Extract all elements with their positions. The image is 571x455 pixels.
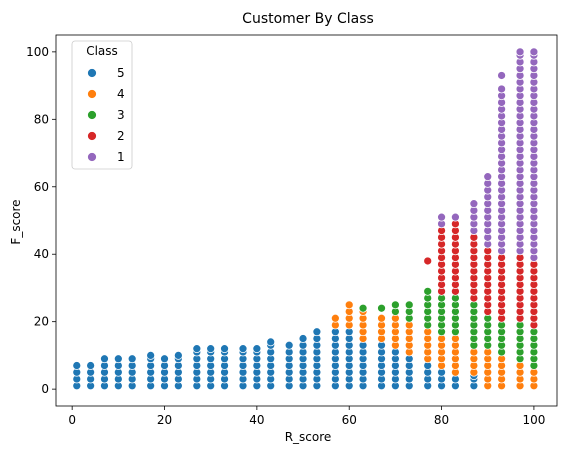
y-axis-label: F_score xyxy=(9,199,23,244)
plot-area xyxy=(55,34,558,407)
x-axis: 0 20 40 60 80 100 xyxy=(68,406,545,427)
data-point xyxy=(330,313,340,323)
plot-border xyxy=(55,34,558,407)
y-tick-label: 60 xyxy=(34,180,49,194)
data-point xyxy=(377,303,386,313)
legend-label: 5 xyxy=(117,66,125,80)
series-5 xyxy=(72,327,479,391)
x-axis-label: R_score xyxy=(285,430,332,444)
y-tick-label: 40 xyxy=(34,247,49,261)
data-point xyxy=(529,47,539,57)
data-point xyxy=(238,344,248,354)
legend-entries: 5 4 3 2 1 xyxy=(87,66,125,164)
data-point xyxy=(377,313,386,323)
data-point xyxy=(160,354,169,364)
data-point xyxy=(113,354,123,364)
data-point xyxy=(192,344,202,354)
legend-box xyxy=(71,40,133,170)
data-point xyxy=(344,300,354,310)
y-tick-label: 0 xyxy=(41,382,49,396)
data-point xyxy=(72,361,82,370)
y-axis: 0 20 40 60 80 100 xyxy=(26,45,56,396)
x-tick-label: 80 xyxy=(434,413,449,427)
legend-title: Class xyxy=(86,44,118,58)
data-point xyxy=(173,351,183,360)
legend-marker xyxy=(87,68,97,78)
data-point xyxy=(437,212,446,222)
series-2 xyxy=(423,219,539,330)
data-point xyxy=(423,286,433,296)
data-point xyxy=(358,303,368,313)
legend-marker xyxy=(87,131,97,141)
legend-marker xyxy=(87,89,97,99)
legend-marker xyxy=(87,110,97,120)
x-tick-label: 100 xyxy=(522,413,545,427)
data-point xyxy=(515,47,525,57)
data-point xyxy=(483,172,493,182)
legend-label: 3 xyxy=(117,108,125,122)
legend-item: 2 xyxy=(87,129,125,143)
x-tick-label: 0 xyxy=(68,413,76,427)
y-tick-label: 20 xyxy=(34,315,49,329)
data-point xyxy=(469,199,479,209)
data-point xyxy=(220,344,229,354)
legend-item: 3 xyxy=(87,108,125,122)
legend-label: 4 xyxy=(117,87,125,101)
legend-item: 4 xyxy=(87,87,125,101)
series-1 xyxy=(437,47,539,262)
data-point xyxy=(86,361,96,370)
data-point xyxy=(100,354,109,364)
x-tick-label: 20 xyxy=(157,413,172,427)
legend-item: 1 xyxy=(87,150,125,164)
legend: Class 5 4 3 2 1 xyxy=(71,40,133,170)
legend-marker xyxy=(87,152,97,162)
x-tick-label: 60 xyxy=(342,413,357,427)
series-3 xyxy=(358,286,539,370)
data-point xyxy=(451,212,460,222)
points-layer xyxy=(72,47,539,391)
legend-label: 1 xyxy=(117,150,125,164)
legend-label: 2 xyxy=(117,129,125,143)
data-point xyxy=(497,84,506,94)
data-point xyxy=(391,300,400,310)
y-tick-label: 100 xyxy=(26,45,49,59)
series-4 xyxy=(330,300,539,391)
chart-title: Customer By Class xyxy=(242,11,374,27)
data-point xyxy=(266,337,276,347)
data-point xyxy=(146,351,156,360)
data-point xyxy=(497,71,506,80)
data-point xyxy=(404,300,414,310)
data-point xyxy=(284,340,294,350)
data-point xyxy=(423,256,433,266)
data-point xyxy=(298,334,308,343)
data-point xyxy=(127,354,137,364)
legend-item: 5 xyxy=(87,66,125,80)
data-point xyxy=(312,327,322,337)
data-point xyxy=(252,344,262,354)
data-point xyxy=(206,344,216,354)
y-tick-label: 80 xyxy=(34,112,49,126)
x-tick-label: 40 xyxy=(249,413,264,427)
